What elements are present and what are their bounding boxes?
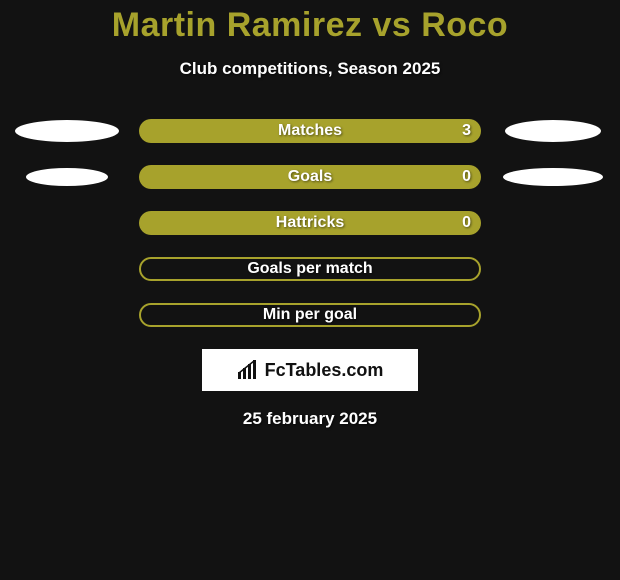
stat-row: Goals per match — [0, 257, 620, 281]
stat-value: 3 — [462, 122, 471, 140]
left-slot — [11, 168, 123, 186]
player-left-oval — [26, 168, 108, 186]
player-right-oval — [505, 120, 601, 142]
stat-row: Goals 0 — [0, 165, 620, 189]
stat-bar: Matches 3 — [139, 119, 481, 143]
date-label: 25 february 2025 — [0, 409, 620, 429]
player-right-oval — [503, 168, 603, 186]
stat-row: Min per goal — [0, 303, 620, 327]
logo-box: FcTables.com — [202, 349, 418, 391]
stat-label: Matches — [278, 122, 342, 140]
subtitle: Club competitions, Season 2025 — [0, 59, 620, 79]
stat-bar: Goals 0 — [139, 165, 481, 189]
stat-row: Hattricks 0 — [0, 211, 620, 235]
stat-label: Min per goal — [263, 306, 357, 324]
stat-bar: Goals per match — [139, 257, 481, 281]
stat-row: Matches 3 — [0, 119, 620, 143]
logo-text: FcTables.com — [265, 360, 384, 381]
bar-chart-icon — [237, 360, 259, 380]
stat-bar: Min per goal — [139, 303, 481, 327]
stat-rows: Matches 3 Goals 0 Hattricks 0 Goals per match M… — [0, 119, 620, 327]
stat-value: 0 — [462, 168, 471, 186]
stat-bar: Hattricks 0 — [139, 211, 481, 235]
stat-label: Goals per match — [247, 260, 372, 278]
page-title: Martin Ramirez vs Roco — [0, 0, 620, 45]
right-slot — [497, 168, 609, 186]
comparison-infographic: Martin Ramirez vs Roco Club competitions… — [0, 0, 620, 580]
stat-label: Hattricks — [276, 214, 344, 232]
stat-label: Goals — [288, 168, 332, 186]
stat-value: 0 — [462, 214, 471, 232]
left-slot — [11, 120, 123, 142]
player-left-oval — [15, 120, 119, 142]
right-slot — [497, 120, 609, 142]
